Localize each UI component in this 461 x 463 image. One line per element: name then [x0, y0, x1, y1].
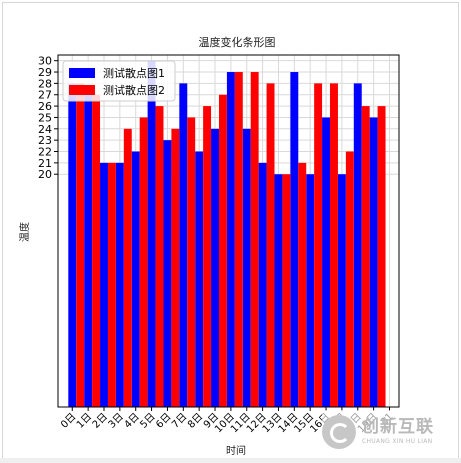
y-axis-label: 温度 — [18, 222, 31, 242]
bar-2-13日 — [282, 174, 291, 407]
bar-1-6日 — [163, 140, 172, 407]
bar-2-15日 — [314, 83, 323, 408]
bar-1-10日 — [226, 72, 235, 407]
y-tick-label: 29 — [38, 66, 52, 79]
bar-1-12日 — [258, 162, 267, 407]
bar-1-8日 — [195, 151, 204, 407]
y-tick-label: 20 — [38, 168, 52, 181]
bar-1-19日 — [369, 117, 378, 408]
bar-1-2日 — [100, 162, 108, 407]
chart-title: 温度变化条形图 — [199, 35, 276, 49]
legend-label: 测试散点图1 — [103, 66, 165, 80]
bar-2-10日 — [234, 72, 243, 407]
y-tick-label: 22 — [38, 146, 52, 159]
bar-2-9日 — [218, 94, 227, 407]
bar-2-12日 — [266, 83, 275, 408]
bar-2-8日 — [203, 106, 212, 407]
bar-1-1日 — [84, 94, 93, 407]
y-tick-label: 27 — [38, 89, 52, 102]
bar-2-6日 — [171, 128, 180, 407]
y-tick-label: 26 — [38, 100, 52, 113]
bar-2-18日 — [361, 106, 370, 407]
legend-swatch — [69, 68, 95, 78]
bar-2-14日 — [298, 162, 307, 407]
bar-1-15日 — [306, 174, 315, 407]
bar-1-3日 — [115, 162, 124, 407]
frame-bottom-edge — [0, 458, 461, 463]
y-tick-label: 24 — [38, 123, 52, 136]
bar-2-5日 — [155, 106, 164, 407]
watermark-logo: 创新互联 CHUANG XIN HU LIAN — [322, 410, 458, 454]
bar-2-17日 — [345, 151, 354, 407]
y-tick-label: 25 — [38, 111, 52, 124]
bar-1-9日 — [211, 128, 219, 407]
legend-swatch — [69, 85, 95, 95]
bar-1-17日 — [337, 174, 346, 407]
bar-1-13日 — [274, 174, 283, 407]
logo-icon — [322, 415, 356, 449]
bar-2-1日 — [92, 94, 101, 407]
y-tick-label: 28 — [38, 77, 52, 90]
y-tick-label: 21 — [38, 157, 52, 170]
bar-2-0日 — [76, 83, 85, 408]
watermark-sub-text: CHUANG XIN HU LIAN — [362, 438, 433, 445]
watermark-main-text: 创新互联 — [362, 417, 434, 437]
y-tick-label: 30 — [38, 55, 52, 68]
x-axis-label: 时间 — [226, 444, 246, 457]
bar-1-11日 — [242, 128, 251, 407]
plot-frame — [57, 54, 400, 408]
bar-1-0日 — [68, 83, 77, 408]
y-tick-label: 23 — [38, 134, 52, 147]
bar-2-2日 — [107, 162, 116, 407]
bar-1-5日 — [147, 60, 156, 407]
bar-2-19日 — [377, 106, 386, 407]
bar-1-18日 — [353, 83, 362, 408]
bar-1-4日 — [131, 151, 140, 407]
bar-2-4日 — [139, 117, 148, 408]
bar-2-3日 — [123, 128, 132, 407]
bar-1-14日 — [290, 72, 299, 407]
bar-1-7日 — [179, 83, 188, 408]
bar-2-7日 — [187, 117, 196, 408]
bar-2-11日 — [250, 72, 259, 407]
legend-label: 测试散点图2 — [103, 83, 165, 97]
bar-1-16日 — [322, 117, 331, 408]
bar-2-16日 — [330, 83, 338, 408]
